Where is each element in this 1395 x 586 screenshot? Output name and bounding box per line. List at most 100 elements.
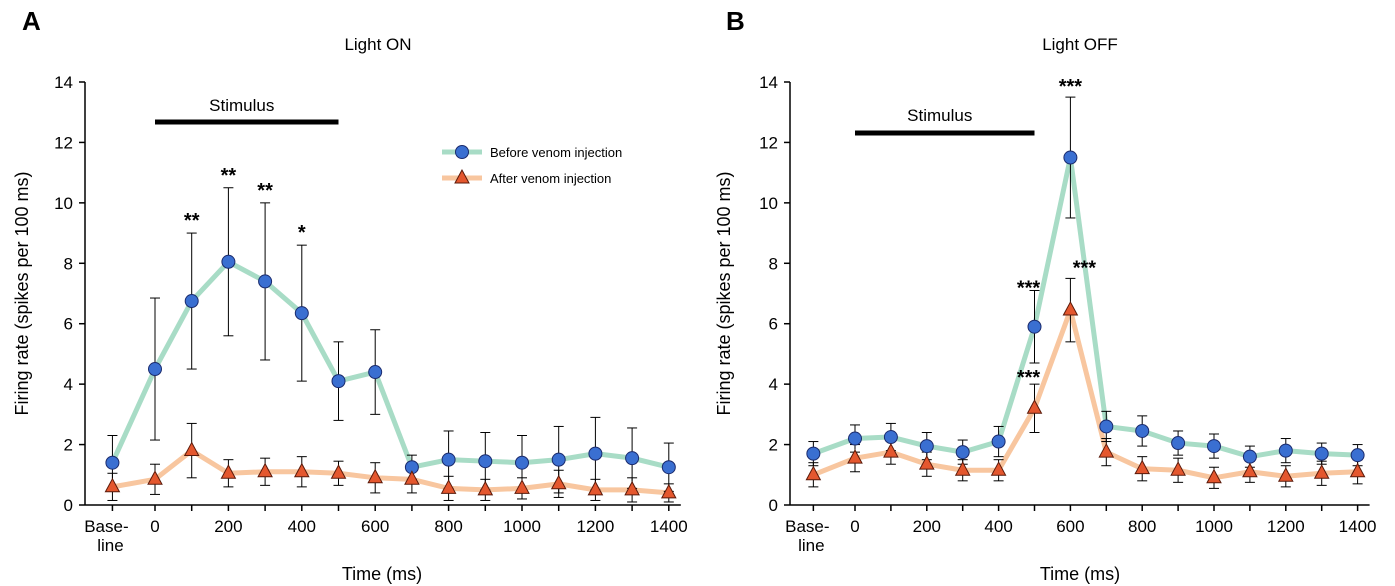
x-tick-label: Base-line bbox=[84, 517, 128, 555]
data-point-after bbox=[954, 461, 971, 476]
data-point-before bbox=[1242, 449, 1257, 464]
significance-marker: ** bbox=[221, 165, 237, 187]
data-point-before bbox=[551, 452, 566, 467]
chart-title: Light OFF bbox=[1042, 35, 1118, 54]
panel-label: B bbox=[726, 6, 745, 36]
stimulus-label: Stimulus bbox=[907, 106, 972, 125]
data-point-before bbox=[588, 446, 603, 461]
data-point-before bbox=[991, 434, 1006, 449]
legend-marker-after bbox=[454, 168, 470, 184]
x-tick-label: 400 bbox=[288, 517, 316, 536]
x-tick-label: 200 bbox=[913, 517, 941, 536]
x-tick-label: 1400 bbox=[650, 517, 688, 536]
panel-b: B Light OFF 0 2 4 6 8 10 12 14 Base-line 0 200 400 600… bbox=[714, 6, 1377, 584]
data-point-before bbox=[661, 460, 676, 475]
y-tick-label: 4 bbox=[769, 375, 778, 394]
significance-marker: ** bbox=[257, 180, 273, 202]
y-tick-label: 4 bbox=[64, 375, 73, 394]
data-point-after bbox=[550, 474, 567, 490]
x-tick-label: 800 bbox=[1128, 517, 1156, 536]
x-tick-label: 800 bbox=[434, 517, 462, 536]
data-point-after bbox=[1277, 467, 1294, 482]
panel-a: A Light ON 0 2 4 6 8 10 12 14 Base-line 0 200 400 600 8… bbox=[12, 6, 688, 584]
data-point-after bbox=[367, 468, 384, 484]
y-axis-label: Firing rate (spikes per 100 ms) bbox=[714, 171, 734, 415]
x-tick-label: 400 bbox=[984, 517, 1012, 536]
data-point-after bbox=[330, 464, 347, 479]
data-point-before bbox=[1135, 423, 1150, 438]
data-point-after bbox=[1349, 462, 1366, 478]
data-point-after bbox=[1313, 464, 1330, 479]
data-point-before bbox=[1314, 446, 1329, 461]
legend-marker-before bbox=[455, 145, 469, 159]
x-tick-label: 1000 bbox=[503, 517, 541, 536]
data-point-after bbox=[805, 465, 822, 481]
data-point-before bbox=[368, 365, 383, 380]
y-tick-label: 14 bbox=[54, 73, 73, 92]
data-point-after bbox=[104, 477, 121, 493]
data-point-before bbox=[848, 431, 862, 446]
data-point-before bbox=[1278, 443, 1293, 458]
data-point-after bbox=[183, 441, 200, 457]
y-tick-label: 0 bbox=[64, 496, 73, 515]
y-tick-label: 6 bbox=[769, 315, 778, 334]
significance-marker: * bbox=[298, 222, 306, 244]
data-point-after bbox=[1206, 468, 1222, 484]
data-point-after bbox=[404, 470, 420, 485]
x-tick-label: Base-line bbox=[785, 517, 829, 555]
series-line bbox=[111, 448, 670, 496]
data-point-before bbox=[1027, 319, 1042, 334]
legend: Before venom injection After venom inject… bbox=[442, 145, 622, 186]
data-point-before bbox=[105, 455, 120, 470]
y-tick-label: 12 bbox=[54, 133, 73, 152]
significance-marker: *** bbox=[1017, 367, 1041, 389]
stimulus-label: Stimulus bbox=[209, 96, 274, 115]
significance-marker: *** bbox=[1017, 277, 1041, 299]
x-axis-label: Time (ms) bbox=[1040, 564, 1120, 584]
series-line bbox=[812, 307, 1358, 481]
data-point-before bbox=[955, 445, 970, 460]
y-tick-label: 2 bbox=[769, 436, 778, 455]
data-point-after bbox=[1062, 301, 1079, 316]
data-point-after bbox=[1242, 462, 1258, 478]
data-point-before bbox=[148, 362, 162, 377]
data-point-before bbox=[294, 306, 309, 321]
data-point-after bbox=[918, 455, 935, 470]
data-point-after bbox=[1098, 443, 1115, 458]
data-point-before bbox=[883, 430, 898, 445]
data-point-after bbox=[1026, 399, 1043, 414]
data-point-before bbox=[515, 455, 529, 470]
y-tick-label: 12 bbox=[759, 133, 778, 152]
significance-marker: *** bbox=[1059, 76, 1083, 98]
y-tick-label: 8 bbox=[769, 254, 778, 273]
data-point-before bbox=[806, 446, 821, 461]
data-point-before bbox=[478, 454, 493, 469]
data-point-before bbox=[1099, 419, 1114, 434]
data-point-after bbox=[660, 483, 677, 499]
x-axis-label: Time (ms) bbox=[342, 564, 422, 584]
data-point-after bbox=[147, 470, 163, 485]
data-point-before bbox=[184, 294, 199, 309]
significance-marker: *** bbox=[1073, 257, 1097, 279]
data-point-after bbox=[514, 479, 530, 494]
y-tick-label: 0 bbox=[769, 496, 778, 515]
data-point-before bbox=[331, 374, 346, 389]
data-point-after bbox=[624, 480, 640, 496]
data-point-before bbox=[1350, 448, 1365, 463]
x-tick-label: 1200 bbox=[576, 517, 614, 536]
chart-title: Light ON bbox=[344, 35, 411, 54]
y-tick-label: 10 bbox=[759, 194, 778, 213]
data-point-before bbox=[258, 274, 273, 289]
data-point-after bbox=[257, 462, 273, 478]
data-point-after bbox=[220, 464, 237, 479]
series-line bbox=[110, 259, 670, 470]
data-point-after bbox=[883, 443, 899, 458]
panel-label: A bbox=[22, 6, 41, 36]
x-tick-label: 1400 bbox=[1339, 517, 1377, 536]
x-tick-label: 1000 bbox=[1195, 517, 1233, 536]
y-tick-label: 8 bbox=[64, 254, 73, 273]
data-point-before bbox=[919, 439, 934, 454]
data-point-after bbox=[1170, 461, 1186, 476]
x-tick-label: 1200 bbox=[1267, 517, 1305, 536]
